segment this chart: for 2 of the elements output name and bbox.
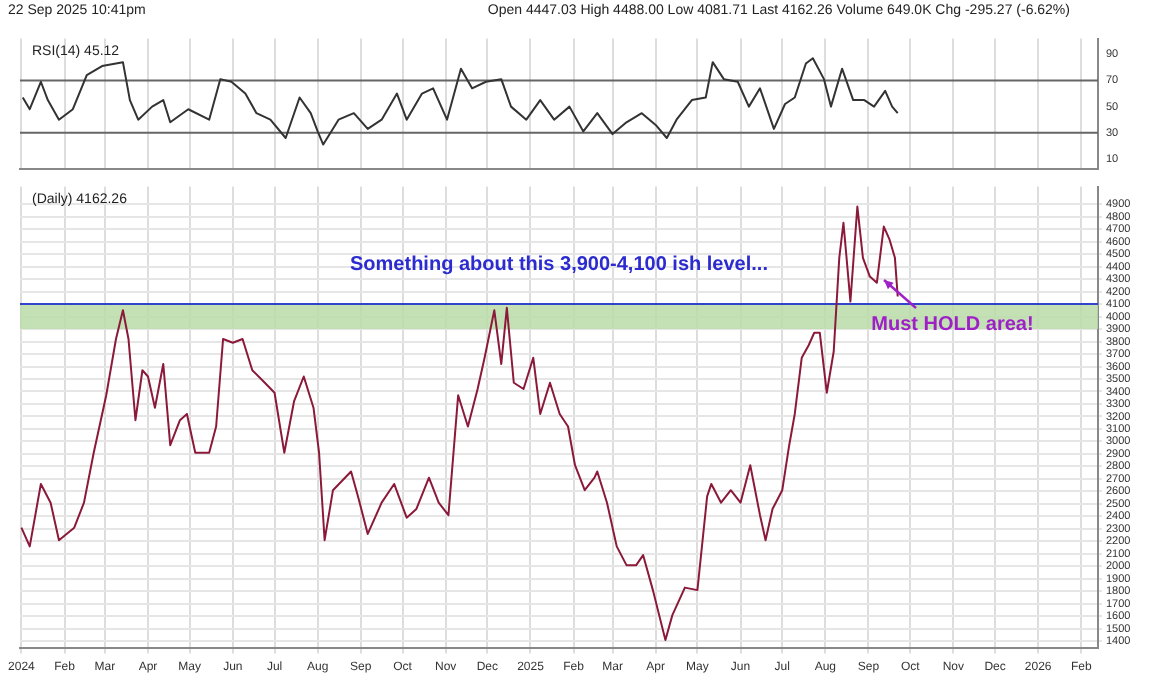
annotation: Something about this 3,900-4,100 ish level... — [350, 254, 769, 277]
annotation: Must HOLD area! — [871, 314, 1034, 337]
